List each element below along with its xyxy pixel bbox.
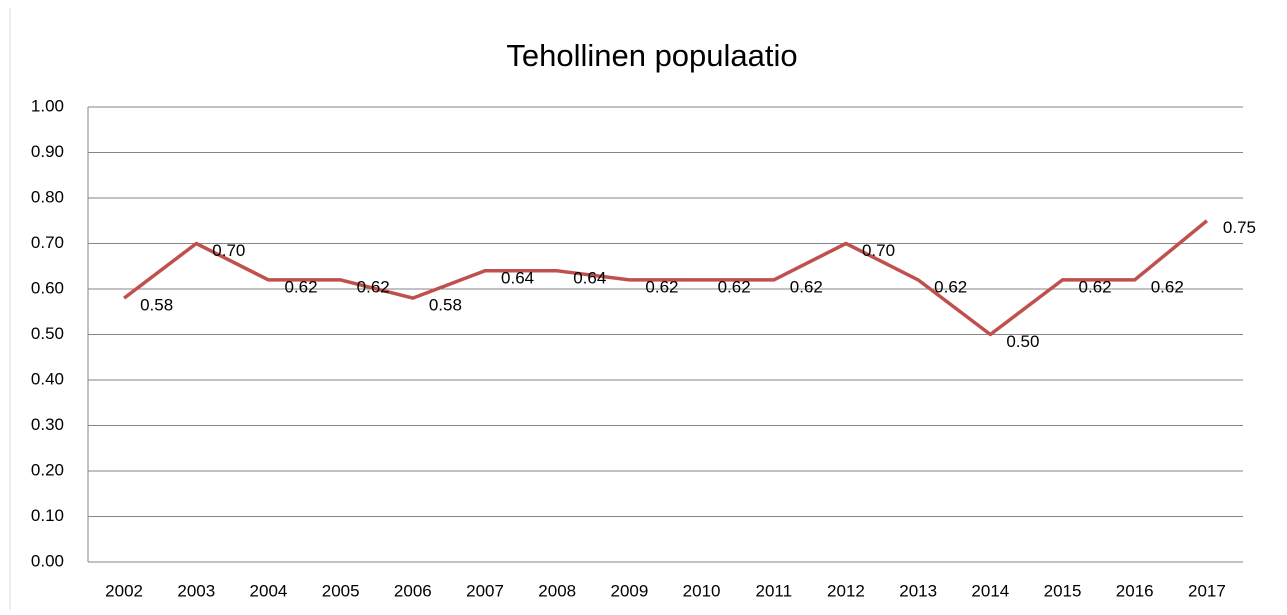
y-tick-label: 0.40 — [31, 369, 64, 388]
data-label: 0.58 — [140, 296, 173, 315]
x-tick-label: 2006 — [394, 581, 432, 600]
data-label: 0.62 — [1151, 277, 1184, 296]
y-tick-label: 0.00 — [31, 551, 64, 570]
data-label: 0.62 — [284, 277, 317, 296]
y-tick-label: 0.90 — [31, 142, 64, 161]
y-tick-label: 0.70 — [31, 233, 64, 252]
chart-title: Tehollinen populaatio — [506, 38, 797, 73]
data-label: 0.62 — [645, 277, 678, 296]
data-label: 0.58 — [429, 296, 462, 315]
data-label: 0.64 — [501, 268, 534, 287]
data-label: 0.62 — [934, 277, 967, 296]
x-tick-label: 2004 — [250, 581, 288, 600]
x-tick-label: 2003 — [177, 581, 215, 600]
x-tick-label: 2013 — [899, 581, 937, 600]
data-label: 0.70 — [212, 241, 245, 260]
x-tick-label: 2016 — [1116, 581, 1154, 600]
data-label: 0.64 — [573, 268, 606, 287]
data-label: 0.62 — [357, 277, 390, 296]
y-tick-label: 0.30 — [31, 415, 64, 434]
x-tick-label: 2012 — [827, 581, 865, 600]
line-series — [123, 219, 1209, 337]
x-tick-label: 2010 — [683, 581, 721, 600]
x-tick-label: 2015 — [1044, 581, 1082, 600]
x-tick-label: 2014 — [971, 581, 1009, 600]
x-tick-label: 2011 — [756, 581, 793, 600]
x-tick-label: 2007 — [466, 581, 504, 600]
x-tick-label: 2008 — [538, 581, 576, 600]
x-tick-label: 2017 — [1188, 581, 1226, 600]
x-tick-label: 2005 — [322, 581, 360, 600]
data-label: 0.50 — [1006, 332, 1039, 351]
data-label: 0.70 — [862, 241, 895, 260]
data-label: 0.62 — [718, 277, 751, 296]
x-tick-label: 2002 — [105, 581, 143, 600]
y-tick-label: 0.60 — [31, 278, 64, 297]
y-tick-label: 1.00 — [31, 96, 64, 115]
y-tick-label: 0.80 — [31, 187, 64, 206]
y-tick-label: 0.20 — [31, 460, 64, 479]
data-label: 0.75 — [1223, 218, 1256, 237]
y-tick-label: 0.50 — [31, 324, 64, 343]
y-tick-label: 0.10 — [31, 506, 64, 525]
data-label: 0.62 — [1079, 277, 1112, 296]
data-label: 0.62 — [790, 277, 823, 296]
x-tick-label: 2009 — [610, 581, 648, 600]
